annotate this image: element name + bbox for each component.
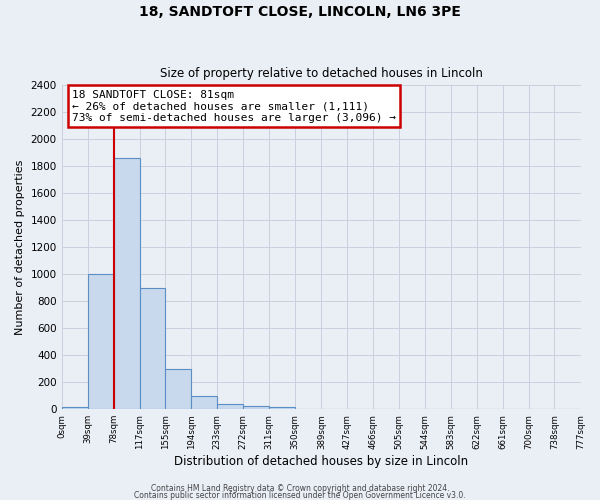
- Text: Contains HM Land Registry data © Crown copyright and database right 2024.: Contains HM Land Registry data © Crown c…: [151, 484, 449, 493]
- Bar: [269, 406, 295, 409]
- Bar: [140, 288, 165, 409]
- Bar: [62, 406, 88, 409]
- Text: 18 SANDTOFT CLOSE: 81sqm
← 26% of detached houses are smaller (1,111)
73% of sem: 18 SANDTOFT CLOSE: 81sqm ← 26% of detach…: [72, 90, 396, 123]
- Bar: [88, 274, 114, 409]
- Bar: [217, 404, 243, 409]
- Bar: [165, 368, 191, 409]
- Text: 18, SANDTOFT CLOSE, LINCOLN, LN6 3PE: 18, SANDTOFT CLOSE, LINCOLN, LN6 3PE: [139, 5, 461, 19]
- X-axis label: Distribution of detached houses by size in Lincoln: Distribution of detached houses by size …: [174, 454, 468, 468]
- Bar: [191, 396, 217, 409]
- Text: Contains public sector information licensed under the Open Government Licence v3: Contains public sector information licen…: [134, 490, 466, 500]
- Y-axis label: Number of detached properties: Number of detached properties: [15, 160, 25, 334]
- Bar: [243, 406, 269, 409]
- Title: Size of property relative to detached houses in Lincoln: Size of property relative to detached ho…: [160, 66, 482, 80]
- Bar: [114, 158, 140, 409]
